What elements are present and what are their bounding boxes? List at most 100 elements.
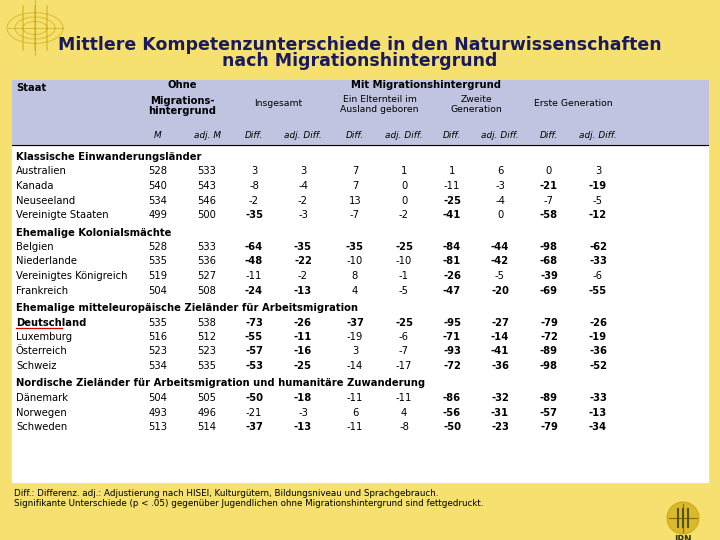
Text: Diff.: Differenz. adj.: Adjustierung nach HISEI, Kulturgütern, Bildungsniveau un: Diff.: Differenz. adj.: Adjustierung nac… xyxy=(14,489,438,498)
Text: -20: -20 xyxy=(491,286,509,295)
Text: -42: -42 xyxy=(491,256,509,267)
Text: -64: -64 xyxy=(245,242,263,252)
Text: -3: -3 xyxy=(298,408,308,417)
Text: 496: 496 xyxy=(197,408,217,417)
Text: -2: -2 xyxy=(249,195,259,206)
Text: -93: -93 xyxy=(443,347,461,356)
Text: 538: 538 xyxy=(197,318,217,327)
Text: Österreich: Österreich xyxy=(16,347,68,356)
Text: 6: 6 xyxy=(352,408,358,417)
Text: adj. Diff.: adj. Diff. xyxy=(284,131,322,139)
Text: -98: -98 xyxy=(540,361,558,371)
Text: -6: -6 xyxy=(593,271,603,281)
Text: -72: -72 xyxy=(540,332,558,342)
Text: Vereinigte Staaten: Vereinigte Staaten xyxy=(16,210,109,220)
Text: -33: -33 xyxy=(589,256,607,267)
Text: -36: -36 xyxy=(589,347,607,356)
Text: Generation: Generation xyxy=(450,105,502,113)
Text: adj. Diff.: adj. Diff. xyxy=(385,131,423,139)
Text: Mittlere Kompetenzunterschiede in den Naturwissenschaften: Mittlere Kompetenzunterschiede in den Na… xyxy=(58,36,662,54)
Text: 508: 508 xyxy=(197,286,217,295)
Text: -24: -24 xyxy=(245,286,263,295)
Text: 500: 500 xyxy=(197,210,217,220)
Text: -57: -57 xyxy=(540,408,558,417)
Text: -25: -25 xyxy=(395,318,413,327)
Text: -35: -35 xyxy=(294,242,312,252)
Text: -36: -36 xyxy=(491,361,509,371)
Text: 535: 535 xyxy=(148,256,168,267)
Text: 4: 4 xyxy=(352,286,358,295)
Text: -34: -34 xyxy=(589,422,607,432)
Text: -21: -21 xyxy=(540,181,558,191)
Text: -16: -16 xyxy=(294,347,312,356)
Text: -55: -55 xyxy=(245,332,263,342)
Text: -79: -79 xyxy=(540,318,558,327)
Text: -25: -25 xyxy=(443,195,461,206)
Text: -37: -37 xyxy=(346,318,364,327)
Text: -10: -10 xyxy=(396,256,412,267)
Text: Erste Generation: Erste Generation xyxy=(534,98,613,107)
Text: -57: -57 xyxy=(245,347,263,356)
Text: Belgien: Belgien xyxy=(16,242,53,252)
Text: adj. M: adj. M xyxy=(194,131,220,139)
Text: -72: -72 xyxy=(443,361,461,371)
Text: -27: -27 xyxy=(491,318,509,327)
Text: 519: 519 xyxy=(148,271,168,281)
Text: -7: -7 xyxy=(544,195,554,206)
Text: Vereinigtes Königreich: Vereinigtes Königreich xyxy=(16,271,127,281)
Bar xyxy=(12,80,708,145)
Text: -7: -7 xyxy=(350,210,360,220)
Text: 0: 0 xyxy=(401,181,407,191)
Text: 13: 13 xyxy=(348,195,361,206)
Text: -55: -55 xyxy=(589,286,607,295)
Text: -22: -22 xyxy=(294,256,312,267)
Text: -32: -32 xyxy=(491,393,509,403)
Text: -3: -3 xyxy=(495,181,505,191)
Text: -89: -89 xyxy=(540,393,558,403)
Text: -14: -14 xyxy=(347,361,363,371)
Circle shape xyxy=(667,502,699,534)
Text: adj. Diff.: adj. Diff. xyxy=(481,131,519,139)
Text: Niederlande: Niederlande xyxy=(16,256,77,267)
Text: -11: -11 xyxy=(444,181,460,191)
Text: 7: 7 xyxy=(352,166,358,177)
Text: -2: -2 xyxy=(298,271,308,281)
Text: -25: -25 xyxy=(395,242,413,252)
Text: 0: 0 xyxy=(497,210,503,220)
Text: Insgesamt: Insgesamt xyxy=(254,98,302,107)
Text: -18: -18 xyxy=(294,393,312,403)
Text: 534: 534 xyxy=(148,361,168,371)
Text: -41: -41 xyxy=(443,210,462,220)
Text: -8: -8 xyxy=(399,422,409,432)
Text: 3: 3 xyxy=(251,166,257,177)
Text: 8: 8 xyxy=(352,271,358,281)
Text: IPN: IPN xyxy=(674,536,692,540)
Text: -26: -26 xyxy=(589,318,607,327)
Text: 1: 1 xyxy=(449,166,455,177)
Text: -4: -4 xyxy=(298,181,308,191)
Text: -13: -13 xyxy=(589,408,607,417)
Text: -35: -35 xyxy=(245,210,263,220)
Text: 540: 540 xyxy=(148,181,168,191)
Text: -11: -11 xyxy=(347,422,363,432)
Text: -56: -56 xyxy=(443,408,461,417)
Text: 536: 536 xyxy=(197,256,217,267)
Text: M: M xyxy=(154,131,162,139)
Text: -12: -12 xyxy=(589,210,607,220)
Text: -33: -33 xyxy=(589,393,607,403)
Text: -11: -11 xyxy=(246,271,262,281)
Text: -79: -79 xyxy=(540,422,558,432)
Text: -81: -81 xyxy=(443,256,461,267)
Text: Diff.: Diff. xyxy=(346,131,364,139)
Text: -23: -23 xyxy=(491,422,509,432)
Text: 0: 0 xyxy=(546,166,552,177)
Text: -4: -4 xyxy=(495,195,505,206)
Text: Diff.: Diff. xyxy=(245,131,264,139)
Text: -31: -31 xyxy=(491,408,509,417)
Text: -35: -35 xyxy=(346,242,364,252)
Text: -21: -21 xyxy=(246,408,262,417)
Text: -47: -47 xyxy=(443,286,461,295)
Text: -11: -11 xyxy=(396,393,412,403)
Text: 4: 4 xyxy=(401,408,407,417)
Text: 543: 543 xyxy=(197,181,217,191)
